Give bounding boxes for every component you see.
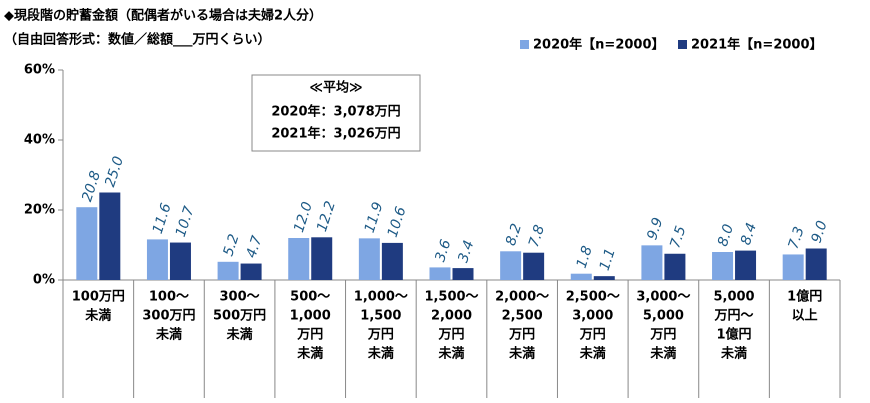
x-tick-label: 未満 xyxy=(226,327,253,343)
x-tick-label: 未満 xyxy=(437,346,464,362)
x-tick-label: 1,000～ xyxy=(354,290,408,305)
bar xyxy=(311,237,333,280)
x-tick-label: 500万円 xyxy=(213,309,266,324)
x-tick-label: 万円 xyxy=(649,328,676,343)
x-tick-label: 1,500 xyxy=(360,309,401,324)
bar xyxy=(99,192,121,280)
x-tick-label: 1,000 xyxy=(290,309,331,324)
value-label: 7.5 xyxy=(667,224,689,250)
x-tick-label: 500～ xyxy=(290,290,330,305)
bar xyxy=(381,242,403,280)
y-tick-label: 40% xyxy=(24,133,55,148)
value-label: 10.6 xyxy=(385,205,410,240)
x-tick-label: 未満 xyxy=(720,346,747,362)
annotation-line: 2020年：3,078万円 xyxy=(271,104,400,120)
x-tick-label: 2,500～ xyxy=(566,290,620,305)
bar xyxy=(76,207,98,280)
x-tick-label: 万円 xyxy=(367,328,394,343)
x-tick-label: 未満 xyxy=(155,327,182,343)
bar xyxy=(570,273,592,280)
bar xyxy=(735,250,757,280)
x-tick-label: 1,500～ xyxy=(424,290,478,305)
value-label: 1.8 xyxy=(574,244,596,270)
value-label: 8.0 xyxy=(715,222,737,248)
x-tick-label: 100～ xyxy=(149,290,189,305)
legend-swatch xyxy=(520,40,529,49)
x-tick-label: 未満 xyxy=(649,346,676,362)
bar xyxy=(429,267,451,280)
x-tick-label: 300～ xyxy=(220,290,260,305)
legend-label: 2020年【n=2000】 xyxy=(533,37,665,53)
value-label: 9.9 xyxy=(644,216,666,242)
bar xyxy=(146,239,168,280)
y-tick-label: 0% xyxy=(33,273,55,288)
legend-label: 2021年【n=2000】 xyxy=(691,37,823,53)
x-tick-label: 万円 xyxy=(508,328,535,343)
value-label: 8.4 xyxy=(738,221,760,247)
x-tick-label: 以上 xyxy=(792,309,818,324)
x-tick-label: 2,500 xyxy=(502,309,543,324)
value-label: 1.1 xyxy=(597,247,619,273)
bar xyxy=(500,251,522,280)
y-tick-label: 60% xyxy=(24,63,55,78)
value-label: 10.7 xyxy=(173,204,198,239)
x-tick-label: 1億円 xyxy=(717,327,752,343)
value-label: 3.6 xyxy=(432,238,454,264)
value-label: 7.3 xyxy=(786,225,808,251)
annotation-title: ≪平均≫ xyxy=(309,80,362,96)
bar xyxy=(523,252,545,280)
annotation-line: 2021年：3,026万円 xyxy=(271,126,400,142)
x-tick-label: 3,000～ xyxy=(636,290,690,305)
x-tick-label: 2,000～ xyxy=(495,290,549,305)
x-tick-label: 未満 xyxy=(296,346,323,362)
value-label: 11.9 xyxy=(362,200,387,235)
x-tick-label: 5,000 xyxy=(643,309,684,324)
value-label: 12.2 xyxy=(314,199,339,234)
value-label: 3.4 xyxy=(455,238,477,264)
chart-title: ◆現段階の貯蓄金額（配偶者がいる場合は夫婦2人分） xyxy=(4,8,322,24)
annotation-box xyxy=(251,74,421,152)
x-tick-label: 未満 xyxy=(508,346,535,362)
value-label: 9.0 xyxy=(809,219,831,245)
y-tick-label: 20% xyxy=(24,203,55,218)
bar xyxy=(358,238,380,280)
x-tick-label: 未満 xyxy=(367,346,394,362)
chart-subtitle: （自由回答形式：数値／総額___万円くらい） xyxy=(4,32,271,48)
x-tick-label: 未満 xyxy=(84,308,111,324)
x-tick-label: 万円～ xyxy=(714,309,754,324)
value-label: 11.6 xyxy=(150,201,175,236)
bar xyxy=(664,253,686,280)
bar xyxy=(169,242,191,280)
x-tick-label: 300万円 xyxy=(142,309,195,324)
bar xyxy=(217,261,239,280)
bar xyxy=(240,263,262,280)
x-tick-label: 未満 xyxy=(579,346,606,362)
bar xyxy=(452,268,474,280)
x-tick-label: 2,000 xyxy=(431,309,472,324)
value-label: 7.8 xyxy=(526,223,548,249)
x-tick-label: 5,000 xyxy=(713,290,754,305)
value-label: 5.2 xyxy=(220,232,242,258)
value-label: 12.0 xyxy=(291,200,316,235)
x-tick-label: 万円 xyxy=(296,328,323,343)
x-tick-label: 万円 xyxy=(579,328,606,343)
bar xyxy=(593,276,615,280)
bar xyxy=(712,252,734,280)
bar xyxy=(288,238,310,280)
x-tick-label: 1億円 xyxy=(787,289,822,305)
legend-swatch xyxy=(678,40,687,49)
bar xyxy=(805,248,827,280)
value-label: 4.7 xyxy=(243,234,265,260)
value-label: 25.0 xyxy=(102,154,127,189)
bar xyxy=(641,245,663,280)
x-tick-label: 100万円 xyxy=(72,290,125,305)
x-tick-label: 3,000 xyxy=(572,309,613,324)
bar xyxy=(782,254,804,280)
x-tick-label: 万円 xyxy=(437,328,464,343)
value-label: 8.2 xyxy=(503,222,525,248)
